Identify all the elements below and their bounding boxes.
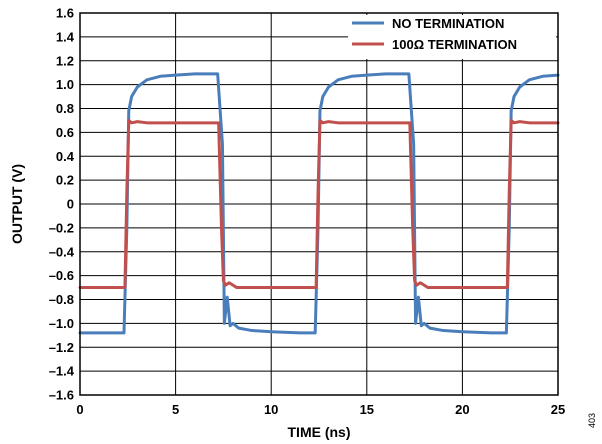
- x-tick-label: 25: [551, 402, 565, 417]
- y-axis-title: OUTPUT (V): [9, 164, 25, 244]
- series-layer: [78, 72, 560, 335]
- x-tick-label: 20: [455, 402, 469, 417]
- y-tick-label: 0.2: [56, 173, 74, 188]
- plot-frame: [79, 12, 559, 396]
- y-tick-label: 1.4: [56, 29, 75, 44]
- y-tick-label: –1.4: [49, 364, 75, 379]
- y-tick-label: –1.2: [49, 340, 74, 355]
- y-tick-label: –1.6: [49, 388, 74, 403]
- figure-number: 403: [587, 413, 597, 428]
- y-tick-label: 1.0: [56, 77, 74, 92]
- x-tick-label: 15: [360, 402, 374, 417]
- series-line-no-termination: [78, 72, 560, 335]
- y-tick-label: 0.4: [56, 149, 75, 164]
- y-tick-label: –0.6: [49, 268, 74, 283]
- legend-label-100ohm-termination: 100Ω TERMINATION: [392, 37, 517, 52]
- legend: NO TERMINATION 100Ω TERMINATION: [348, 15, 556, 59]
- y-tick-labels: 1.6 1.4 1.2 1.0 0.8 0.6 0.4 0.2 0 –0.2 –0.4 –0.6 –0.…: [49, 6, 75, 403]
- y-tick-label: –1.0: [49, 316, 74, 331]
- y-tick-label: 1.6: [56, 6, 74, 21]
- y-tick-label: 0: [67, 197, 74, 212]
- legend-label-no-termination: NO TERMINATION: [392, 16, 504, 31]
- x-axis-title: TIME (ns): [288, 424, 351, 440]
- y-tick-label: 1.2: [56, 53, 74, 68]
- y-tick-label: 0.6: [56, 125, 74, 140]
- x-tick-label: 0: [76, 402, 83, 417]
- x-tick-labels: 0 5 10 15 20 25: [76, 402, 565, 417]
- x-tick-label: 5: [172, 402, 179, 417]
- y-tick-label: –0.4: [49, 244, 75, 259]
- y-tick-label: 0.8: [56, 101, 74, 116]
- x-tick-label: 10: [264, 402, 278, 417]
- series-line-100ohm-termination: [78, 118, 560, 290]
- y-tick-label: –0.2: [49, 220, 74, 235]
- y-tick-label: –0.8: [49, 292, 74, 307]
